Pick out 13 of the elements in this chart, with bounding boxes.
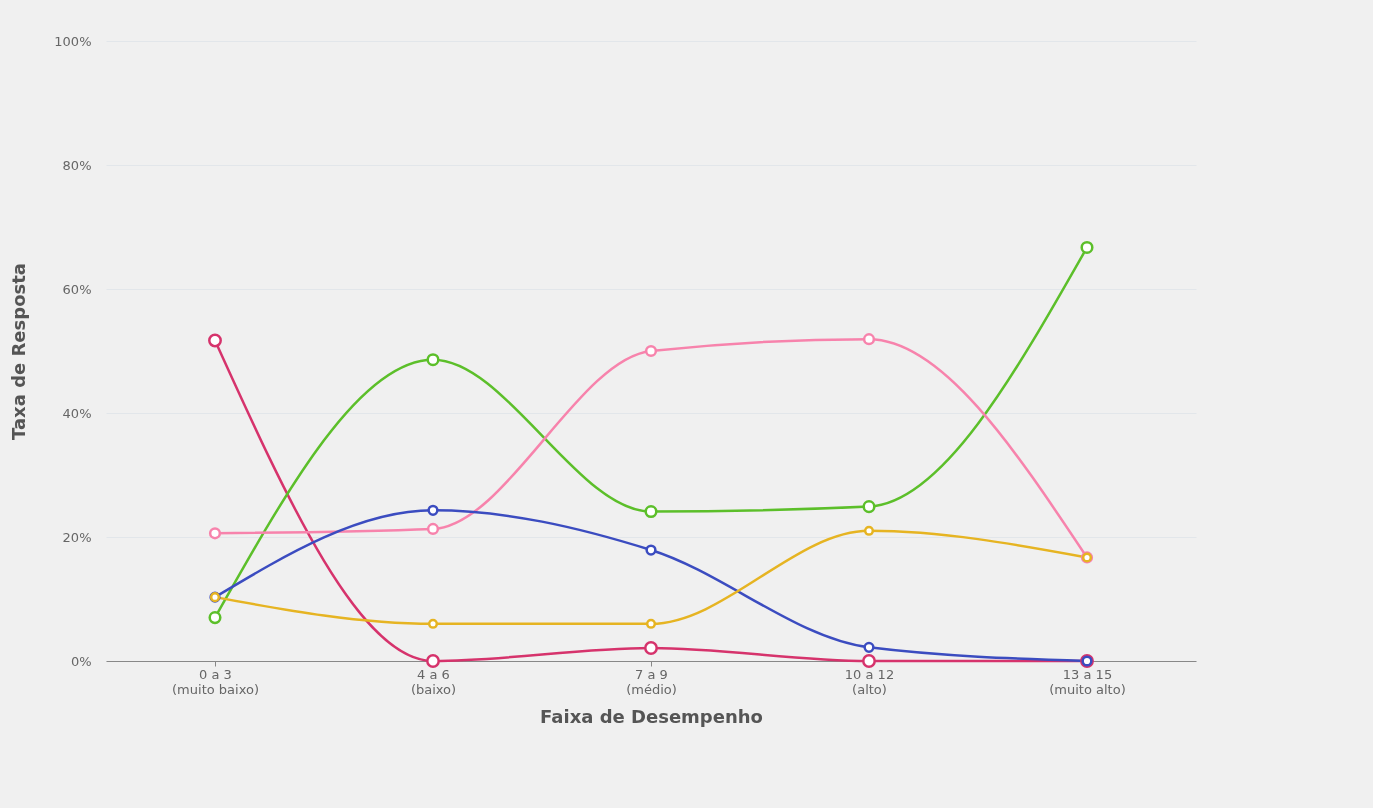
y-axis-title: Taxa de Resposta — [8, 263, 30, 440]
y-tick-label: 40% — [62, 405, 92, 421]
x-tick-label: 4 a 6 (baixo) — [410, 666, 457, 697]
y-tick-label: 60% — [62, 281, 92, 297]
y-tick-label: 80% — [62, 157, 92, 173]
y-tick-label: 100% — [54, 33, 92, 49]
y-tick-label: 20% — [62, 529, 92, 545]
y-tick-label: 0% — [70, 653, 92, 669]
x-axis-title: Faixa de Desempenho — [540, 705, 763, 727]
x-tick-label: 10 a 12 (alto) — [844, 666, 895, 697]
x-tick-label: 7 a 9 (médio) — [626, 666, 677, 697]
x-tick-label: 0 a 3 (muito baixo) — [172, 666, 259, 697]
x-tick-label: 13 a 15 (muito alto) — [1049, 666, 1126, 697]
